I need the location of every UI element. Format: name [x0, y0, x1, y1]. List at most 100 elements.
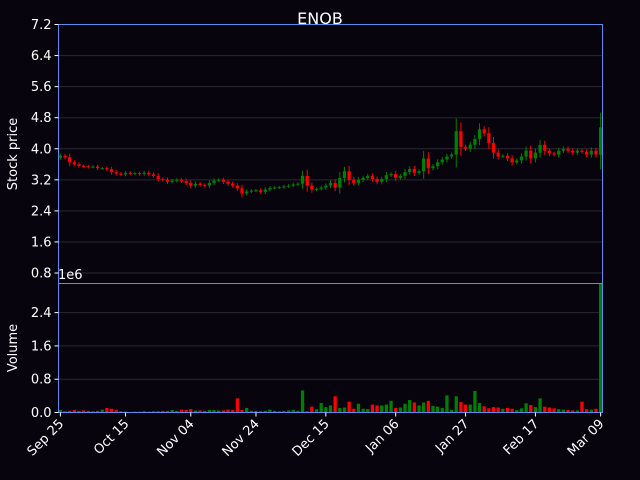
candle-body [342, 171, 347, 178]
candle-body [179, 179, 184, 181]
volume-multiplier: 1e6 [58, 268, 83, 283]
volume-bar [189, 409, 193, 413]
volume-bar [370, 404, 375, 413]
volume-bar [482, 406, 486, 413]
volume-bar [449, 410, 454, 413]
volume-bar [580, 401, 584, 413]
candle-body [403, 172, 407, 176]
volume-bar [445, 395, 449, 413]
volume-bar [179, 409, 184, 413]
volume-bar [286, 410, 291, 413]
volume-axis-label: Volume [6, 324, 21, 372]
volume-bar [161, 410, 165, 413]
volume-bar [193, 410, 198, 413]
volume-bar [82, 410, 86, 413]
candle-body [137, 173, 142, 175]
candle-body [72, 162, 76, 165]
candle-body [370, 175, 375, 180]
volume-bar [231, 410, 235, 413]
candle-body [412, 168, 416, 173]
candle-body [529, 150, 533, 159]
candle-body [123, 172, 128, 175]
volume-bar [268, 409, 272, 413]
volume-bar [263, 410, 267, 413]
volume-bar [300, 390, 305, 413]
candle-body [417, 171, 421, 173]
candle-body [156, 175, 160, 180]
candle-body [119, 173, 123, 175]
candle-body [519, 156, 524, 161]
candle-body [468, 144, 472, 149]
candle-body [496, 152, 500, 157]
candle-body [459, 131, 463, 147]
volume-bar [324, 407, 328, 413]
volume-bar [245, 407, 249, 413]
volume-bar [380, 405, 384, 413]
candle-body [384, 175, 389, 180]
volume-tick-label: 1.6 [31, 339, 52, 354]
volume-bar [538, 398, 542, 413]
volume-bar [417, 405, 421, 413]
candle-body [324, 185, 328, 188]
candle-body [482, 129, 486, 134]
volume-bar [100, 409, 104, 413]
volume-bar [501, 408, 505, 413]
volume-bar [361, 408, 365, 413]
volume-bar [203, 410, 207, 413]
candle-body [547, 150, 552, 154]
candle-body [585, 151, 589, 155]
volume-bar [491, 407, 496, 413]
candle-body [133, 173, 137, 175]
candle-body [389, 173, 393, 176]
volume-tick-label: 0.8 [31, 373, 52, 388]
volume-bar [487, 408, 491, 413]
candle-body [454, 131, 458, 155]
candle-body [487, 133, 491, 143]
candle-body [505, 155, 510, 159]
candle-body [543, 144, 547, 151]
volume-bar [477, 402, 482, 413]
volume-bar [240, 410, 244, 413]
candle-body [109, 169, 114, 173]
chart-title: ENOB [297, 9, 343, 28]
candle-body [217, 179, 221, 181]
candle-body [352, 179, 356, 183]
volume-bar [422, 402, 426, 413]
candle-body [408, 168, 412, 173]
candle-body [510, 158, 514, 163]
volume-bar [151, 411, 156, 413]
candle-body [198, 183, 202, 185]
price-tick-label: 4.8 [31, 111, 52, 126]
price-tick-label: 5.6 [31, 80, 52, 95]
candle-body [296, 183, 300, 185]
volume-bar [533, 407, 538, 413]
volume-bar [105, 407, 109, 413]
candle-body [589, 150, 593, 155]
volume-bar [473, 390, 477, 413]
candle-body [231, 183, 235, 186]
volume-grid [58, 312, 603, 380]
candle-body [77, 164, 81, 166]
volume-bar [454, 396, 458, 413]
candle-body [263, 189, 267, 192]
candle-body [82, 165, 86, 167]
candle-body [538, 144, 542, 153]
candle-body [254, 190, 258, 192]
volume-bar [282, 410, 286, 413]
candle-body [91, 166, 95, 168]
candle-body [161, 179, 165, 181]
volume-bar [529, 405, 533, 413]
volume-bar [566, 410, 570, 413]
candle-body [175, 179, 179, 181]
price-tick-label: 3.2 [31, 173, 52, 188]
volume-bar [575, 410, 579, 413]
volume-bar [156, 411, 160, 413]
volume-tick-label: 2.4 [31, 306, 52, 321]
candle-body [501, 155, 505, 157]
candle-body [277, 187, 281, 189]
volume-bar [333, 396, 337, 413]
price-tick-label: 4.0 [31, 142, 52, 157]
volume-bar [259, 411, 263, 413]
volume-bar [249, 410, 253, 413]
